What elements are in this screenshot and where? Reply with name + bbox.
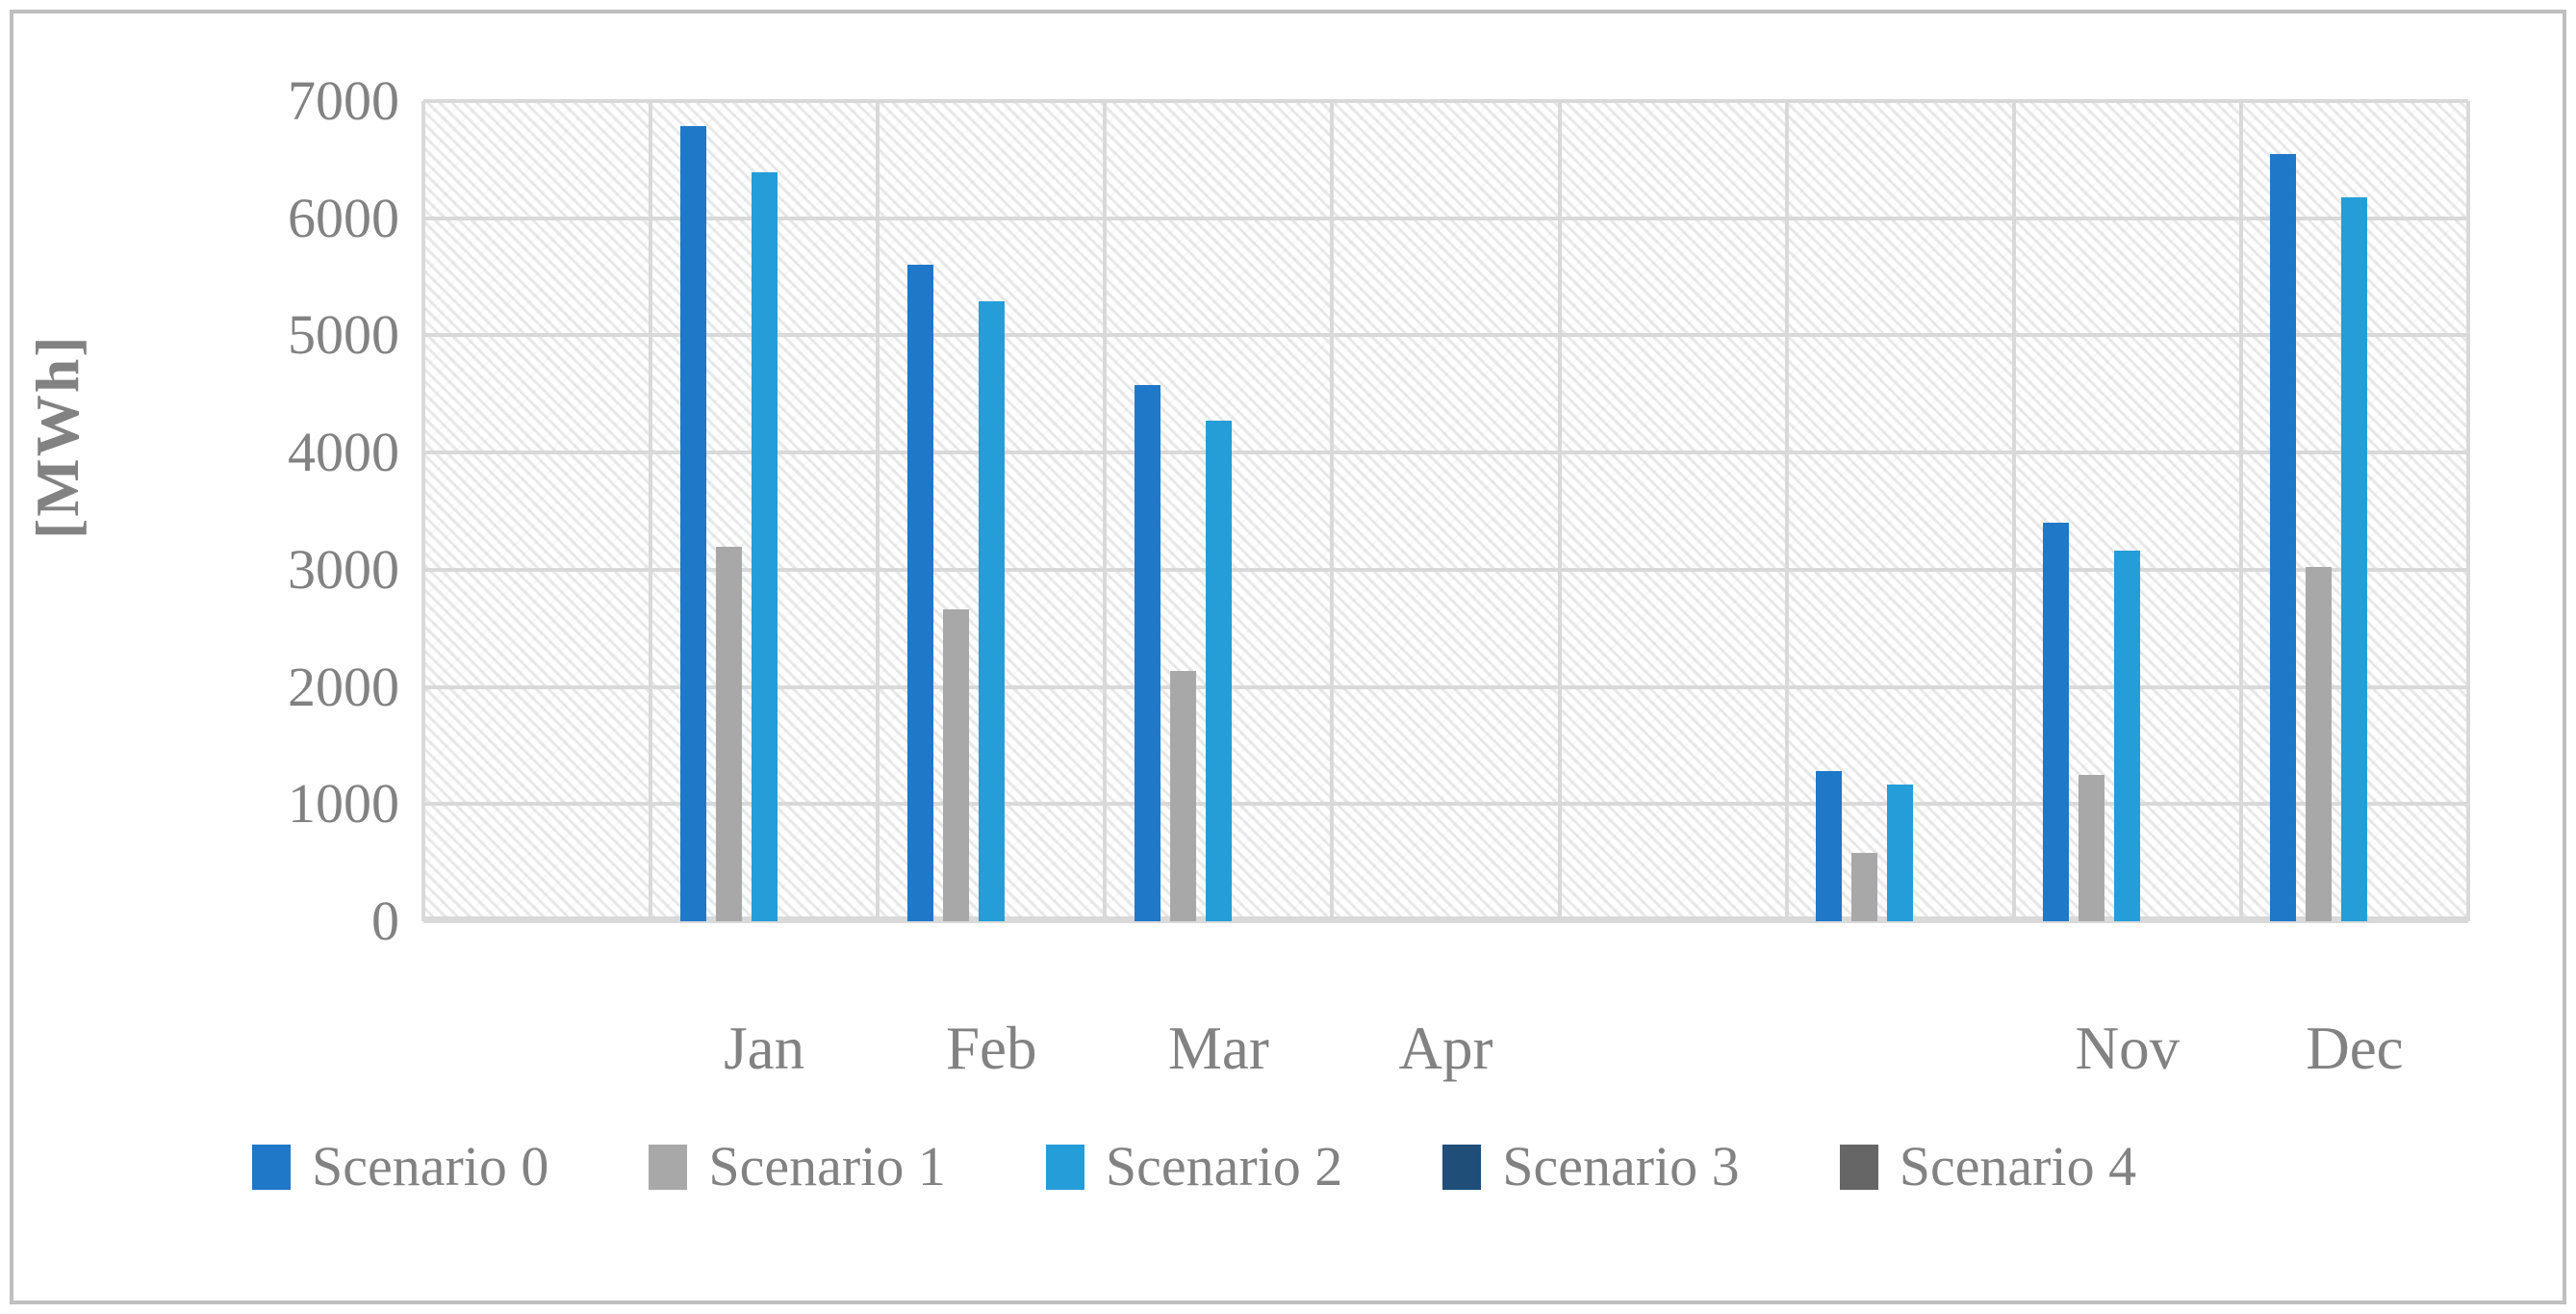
bar-scenario2-jan — [751, 172, 778, 921]
bar-scenario2-mar — [1205, 421, 1232, 921]
category-column-nov — [2014, 101, 2241, 921]
y-tick-label: 0 — [371, 889, 399, 952]
vertical-gridline — [2466, 101, 2470, 921]
horizontal-gridline — [423, 684, 2468, 689]
category-column-apr — [1332, 101, 1559, 921]
y-tick-label: 3000 — [288, 537, 399, 601]
legend-item-scenario4: Scenario 4 — [1839, 1128, 2137, 1205]
vertical-gridline — [1103, 101, 1108, 921]
legend-item-scenario2: Scenario 2 — [1045, 1128, 1343, 1205]
category-column-feb — [878, 101, 1105, 921]
bar-scenario1-dec — [2306, 567, 2333, 921]
bar-scenario1-nov — [2079, 774, 2105, 921]
bar-scenario1-feb — [942, 609, 969, 921]
category-column — [1787, 101, 2014, 921]
vertical-gridline — [421, 101, 425, 921]
horizontal-gridline — [423, 216, 2468, 220]
horizontal-gridline — [423, 99, 2468, 103]
legend: Scenario 0 Scenario 1 Scenario 2 Scenario 3… — [252, 1128, 2136, 1205]
x-tick-label-feb: Feb — [946, 1015, 1037, 1082]
legend-swatch-icon — [649, 1144, 688, 1190]
x-tick-label-mar: Mar — [1167, 1015, 1269, 1082]
horizontal-gridline — [423, 567, 2468, 572]
vertical-gridline — [1784, 101, 1789, 921]
legend-item-scenario0: Scenario 0 — [252, 1128, 548, 1205]
legend-item-scenario3: Scenario 3 — [1442, 1128, 1740, 1205]
y-tick-label: 4000 — [288, 421, 399, 484]
legend-swatch-icon — [1045, 1144, 1084, 1190]
vertical-gridline — [2011, 101, 2016, 921]
vertical-gridline — [876, 101, 880, 921]
horizontal-gridline — [423, 333, 2468, 338]
category-column-mar — [1105, 101, 1332, 921]
bar-scenario0-jan — [679, 125, 706, 921]
y-tick-label: 1000 — [288, 772, 399, 836]
legend-label: Scenario 0 — [312, 1135, 549, 1198]
y-tick-label: 2000 — [288, 655, 399, 718]
bar-scenario0-mar — [1134, 384, 1160, 921]
legend-label: Scenario 3 — [1502, 1135, 1740, 1198]
legend-item-scenario1: Scenario 1 — [649, 1128, 946, 1205]
bar-scenario2-nov — [2114, 551, 2141, 921]
bar-scenario0-col6 — [1816, 771, 1843, 921]
y-axis-title: [MWh] — [23, 334, 91, 539]
x-axis-baseline — [423, 916, 2468, 923]
legend-swatch-icon — [1442, 1144, 1482, 1190]
horizontal-gridline — [423, 802, 2468, 807]
figure-border — [10, 10, 2566, 1304]
legend-label: Scenario 1 — [708, 1135, 946, 1198]
bar-scenario0-dec — [2270, 153, 2297, 921]
y-tick-label: 7000 — [288, 69, 399, 132]
vertical-gridline — [2238, 101, 2243, 921]
x-tick-label-jan: Jan — [724, 1015, 805, 1082]
x-tick-label-dec: Dec — [2306, 1015, 2404, 1082]
x-tick-label-nov: Nov — [2075, 1015, 2181, 1082]
vertical-gridline — [1330, 101, 1335, 921]
y-tick-label: 5000 — [288, 303, 399, 367]
bar-scenario1-jan — [715, 546, 742, 921]
bar-scenario0-feb — [906, 265, 933, 921]
x-tick-label-apr: Apr — [1398, 1015, 1493, 1082]
legend-swatch-icon — [252, 1144, 291, 1190]
category-column — [423, 101, 650, 921]
legend-label: Scenario 2 — [1105, 1135, 1343, 1198]
y-tick-label: 6000 — [288, 186, 399, 249]
bar-scenario1-col6 — [1851, 853, 1878, 921]
legend-swatch-icon — [1839, 1144, 1878, 1190]
vertical-gridline — [649, 101, 653, 921]
category-column — [1560, 101, 1787, 921]
bar-scenario1-mar — [1169, 670, 1196, 921]
vertical-gridline — [1557, 101, 1562, 921]
y-axis-ticks: 7000 6000 5000 4000 3000 2000 1000 0 — [115, 0, 399, 1314]
category-column-jan — [650, 101, 878, 921]
plot-area — [421, 99, 2470, 923]
category-column-dec — [2241, 101, 2468, 921]
horizontal-gridline — [423, 451, 2468, 455]
bar-scenario0-nov — [2043, 523, 2070, 921]
bar-scenario2-col6 — [1887, 784, 1914, 921]
bar-scenario2-dec — [2341, 196, 2368, 921]
bar-scenario2-feb — [978, 301, 1005, 921]
legend-label: Scenario 4 — [1899, 1135, 2137, 1198]
